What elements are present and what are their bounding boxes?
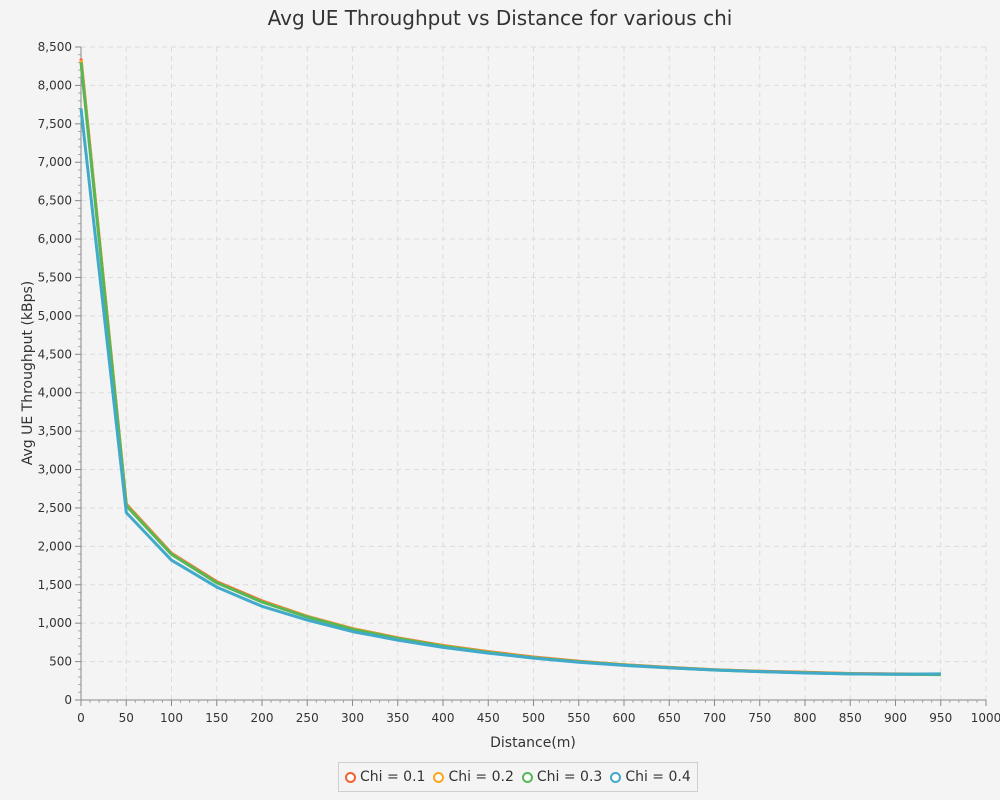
legend-item-chi-4: Chi = 0.4 xyxy=(610,769,691,785)
x-tick-label: 0 xyxy=(77,711,85,725)
x-tick-label: 700 xyxy=(703,711,726,725)
y-tick-label: 0 xyxy=(64,693,72,707)
y-tick-label: 3,000 xyxy=(38,463,72,477)
y-tick-label: 8,000 xyxy=(38,78,72,92)
y-tick-label: 4,000 xyxy=(38,386,72,400)
x-tick-label: 600 xyxy=(613,711,636,725)
y-tick-label: 6,000 xyxy=(38,232,72,246)
y-tick-label: 7,500 xyxy=(38,117,72,131)
y-tick-label: 4,500 xyxy=(38,347,72,361)
legend-item-chi-2: Chi = 0.2 xyxy=(433,769,514,785)
chart-title: Avg UE Throughput vs Distance for variou… xyxy=(267,6,733,30)
x-tick-label: 50 xyxy=(119,711,134,725)
legend-label: Chi = 0.4 xyxy=(625,769,691,785)
y-tick-label: 2,500 xyxy=(38,501,72,515)
y-axis-title: Avg UE Throughput (kBps) xyxy=(20,281,36,466)
x-tick-label: 100 xyxy=(160,711,183,725)
legend-label: Chi = 0.3 xyxy=(536,769,603,785)
y-tick-label: 6,500 xyxy=(38,194,72,208)
x-tick-label: 1000 xyxy=(971,711,1000,725)
legend-symbol xyxy=(433,771,445,783)
x-axis-title: Distance(m) xyxy=(490,735,576,751)
x-tick-label: 850 xyxy=(839,711,862,725)
y-tick-label: 5,000 xyxy=(38,309,72,323)
legend-item-chi-3: Chi = 0.3 xyxy=(521,769,603,785)
x-tick-label: 950 xyxy=(929,711,952,725)
y-tick-label: 3,500 xyxy=(38,424,72,438)
legend-symbol xyxy=(345,771,356,783)
x-tick-label: 150 xyxy=(205,711,228,725)
x-tick-label: 900 xyxy=(884,711,907,725)
x-tick-label: 550 xyxy=(567,711,590,725)
y-tick-label: 7,000 xyxy=(38,155,72,169)
y-tick-label: 500 xyxy=(49,655,72,669)
y-tick-label: 5,500 xyxy=(38,270,72,284)
legend-symbol xyxy=(521,771,533,783)
legend-label: Chi = 0.2 xyxy=(448,769,514,785)
series-group xyxy=(79,58,941,677)
legend-item-chi-1: Chi = 0.1 xyxy=(345,769,425,785)
y-tick-label: 2,000 xyxy=(38,539,72,553)
series-line-chi-4 xyxy=(79,108,941,676)
y-tick-label: 1,000 xyxy=(38,616,72,630)
grid xyxy=(81,46,987,700)
x-tick-label: 650 xyxy=(658,711,681,725)
y-tick-label: 8,500 xyxy=(38,40,72,54)
x-tick-label: 200 xyxy=(251,711,274,725)
x-tick-label: 450 xyxy=(477,711,500,725)
legend-label: Chi = 0.1 xyxy=(360,769,426,785)
x-tick-label: 250 xyxy=(296,711,319,725)
legend-symbol xyxy=(610,771,622,783)
x-tick-label: 800 xyxy=(794,711,817,725)
x-tick-label: 500 xyxy=(522,711,545,725)
x-tick-label: 300 xyxy=(341,711,364,725)
legend: Chi = 0.1 Chi = 0.2 Chi = 0.3 Chi = 0.4 xyxy=(338,762,698,792)
x-tick-label: 400 xyxy=(432,711,455,725)
x-tick-label: 350 xyxy=(386,711,409,725)
x-tick-label: 750 xyxy=(748,711,771,725)
y-tick-label: 1,500 xyxy=(38,578,72,592)
